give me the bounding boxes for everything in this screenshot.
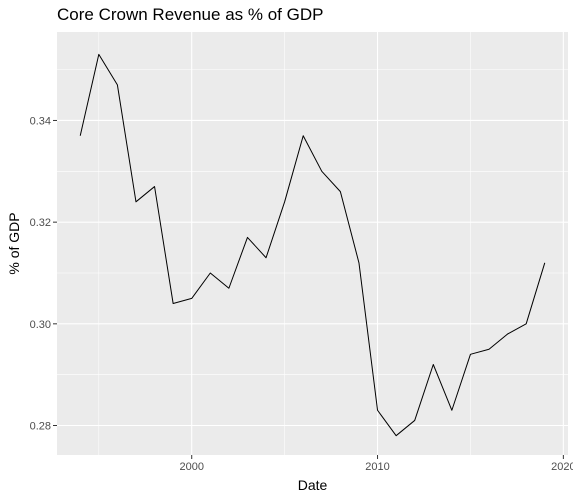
y-tick-label: 0.34 (30, 115, 51, 127)
y-tick-label: 0.28 (30, 421, 51, 433)
x-tick-label: 2010 (365, 461, 389, 473)
series-layer (79, 53, 546, 437)
major-gridlines (57, 32, 568, 455)
y-tick-label: 0.30 (30, 319, 51, 331)
y-axis-title: % of GDP (6, 212, 22, 274)
plot-panel (57, 32, 568, 455)
x-axis-title: Date (298, 477, 328, 493)
x-tick-label: 2020 (551, 461, 573, 473)
x-tick-label: 2000 (179, 461, 203, 473)
y-axis: 0.28 0.30 0.32 0.34 (30, 115, 57, 433)
chart-title: Core Crown Revenue as % of GDP (57, 5, 324, 24)
series-line (79, 53, 546, 437)
x-axis: 2000 2010 2020 (179, 455, 573, 473)
minor-gridlines (57, 32, 568, 455)
y-tick-label: 0.32 (30, 217, 51, 229)
